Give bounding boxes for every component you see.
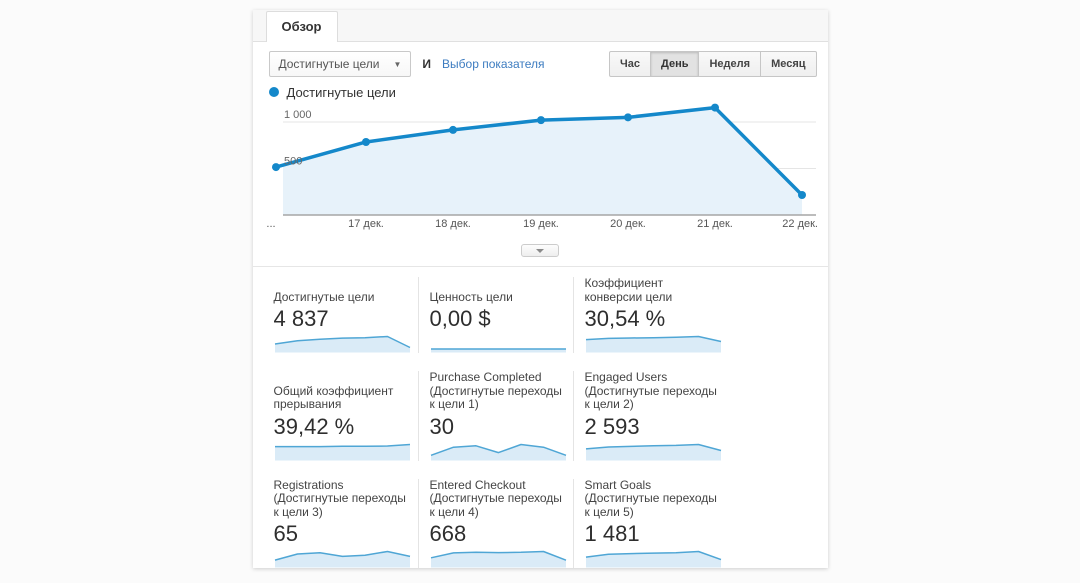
- svg-text:21 дек.: 21 дек.: [697, 218, 733, 230]
- metric-card[interactable]: Достигнутые цели 4 837: [274, 277, 418, 353]
- metric-sparkline: [430, 550, 566, 568]
- tab-overview-label: Обзор: [281, 19, 322, 34]
- svg-text:1 000: 1 000: [284, 109, 312, 121]
- metric-selector-value: Достигнутые цели: [278, 57, 380, 71]
- metric-sparkline: [274, 550, 410, 568]
- metric-row: Registrations (Достигнутые переходы к це…: [273, 477, 828, 569]
- metric-row: Общий коэффициент прерывания 39,42 % Purch…: [274, 370, 828, 461]
- metric-sparkline: [430, 348, 566, 353]
- conjunction-label: И: [422, 57, 432, 71]
- granularity-button-Неделя[interactable]: Неделя: [698, 51, 762, 77]
- metric-selection-controls: Достигнутые цели ▼ И Выбор показателя: [268, 51, 545, 77]
- main-chart: 500 1 000... 17 дек. 18 дек. 19 дек. 20 дек. 2…: [266, 103, 818, 230]
- metric-card[interactable]: Engaged Users (Достигнутые переходы к це…: [572, 370, 728, 461]
- toolbar: Достигнутые цели ▼ И Выбор показателя Ча…: [253, 42, 828, 77]
- granularity-button-День[interactable]: День: [649, 51, 700, 77]
- svg-text:500: 500: [284, 156, 302, 168]
- legend-dot-icon: [268, 87, 279, 97]
- granularity-button-group: Час День Неделя Месяц: [609, 51, 817, 77]
- metric-selector-dropdown[interactable]: Достигнутые цели ▼: [268, 51, 412, 77]
- metric-sparkline: [585, 335, 721, 353]
- metric-label: Registrations (Достигнутые переходы к це…: [273, 477, 406, 519]
- svg-text:20 дек.: 20 дек.: [610, 218, 646, 230]
- metric-value: 30,54 %: [584, 306, 666, 331]
- metric-card[interactable]: Smart Goals (Достигнутые переходы к цели…: [572, 477, 728, 568]
- tab-overview[interactable]: Обзор: [265, 11, 338, 42]
- metric-label: Общий коэффициент прерывания: [273, 383, 394, 411]
- metric-sparkline: [274, 443, 410, 460]
- metric-sparkline: [430, 443, 566, 460]
- metric-label: Ценность цели: [429, 289, 513, 304]
- granularity-button-Месяц[interactable]: Месяц: [760, 51, 817, 77]
- chart-legend: Достигнутые цели: [253, 77, 828, 100]
- metric-label: Entered Checkout (Достигнутые переходы к…: [429, 477, 562, 519]
- metric-row: Достигнутые цели 4 837 Ценность цели 0,00 $…: [274, 276, 828, 353]
- metric-value: 39,42 %: [273, 413, 355, 439]
- legend-label: Достигнутые цели: [286, 84, 396, 100]
- metric-value: 4 837: [273, 306, 329, 331]
- metric-label: Engaged Users (Достигнутые переходы к це…: [584, 370, 717, 411]
- metric-value: 1 481: [584, 521, 640, 546]
- metric-card[interactable]: Registrations (Достигнутые переходы к це…: [273, 477, 418, 569]
- metric-card[interactable]: Entered Checkout (Достигнутые переходы к…: [417, 477, 573, 568]
- svg-text:18 дек.: 18 дек.: [435, 218, 471, 230]
- metric-label: Достигнутые цели: [273, 289, 375, 304]
- analytics-overview-panel: Обзор Достигнутые цели ▼ И Выбор показат…: [252, 10, 828, 568]
- chevron-down-icon: ▼: [393, 59, 402, 69]
- metric-sparkline: [585, 550, 721, 568]
- metric-card[interactable]: Общий коэффициент прерывания 39,42 %: [274, 371, 418, 461]
- tab-bar: Обзор: [252, 10, 828, 42]
- chevron-down-icon: [536, 248, 544, 253]
- metric-label: Коэффициент конверсии цели: [584, 276, 673, 304]
- chart-expander-row: [253, 244, 828, 266]
- metric-label: Purchase Completed (Достигнутые переходы…: [429, 370, 562, 411]
- svg-text:17 дек.: 17 дек.: [348, 218, 384, 230]
- metric-value: 668: [429, 521, 467, 546]
- metric-value: 0,00 $: [429, 306, 491, 331]
- svg-text:...: ...: [266, 218, 275, 230]
- granularity-button-Час[interactable]: Час: [609, 51, 651, 77]
- metrics-grid: Достигнутые цели 4 837 Ценность цели 0,00 $…: [252, 266, 828, 576]
- metric-sparkline: [585, 443, 721, 460]
- metric-value: 30: [429, 413, 454, 439]
- metric-label: Smart Goals (Достигнутые переходы к цели…: [584, 477, 717, 519]
- metric-value: 2 593: [584, 413, 640, 439]
- chart-expander-button[interactable]: [521, 244, 559, 257]
- metric-value: 65: [273, 521, 298, 546]
- svg-text:19 дек.: 19 дек.: [523, 218, 559, 230]
- metric-card[interactable]: Коэффициент конверсии цели 30,54 %: [572, 276, 728, 353]
- select-metric-link[interactable]: Выбор показателя: [442, 57, 545, 71]
- svg-text:22 дек.: 22 дек.: [782, 218, 818, 230]
- metric-card[interactable]: Purchase Completed (Достигнутые переходы…: [417, 370, 573, 461]
- metric-card[interactable]: Ценность цели 0,00 $: [417, 277, 573, 353]
- metric-sparkline: [274, 335, 410, 353]
